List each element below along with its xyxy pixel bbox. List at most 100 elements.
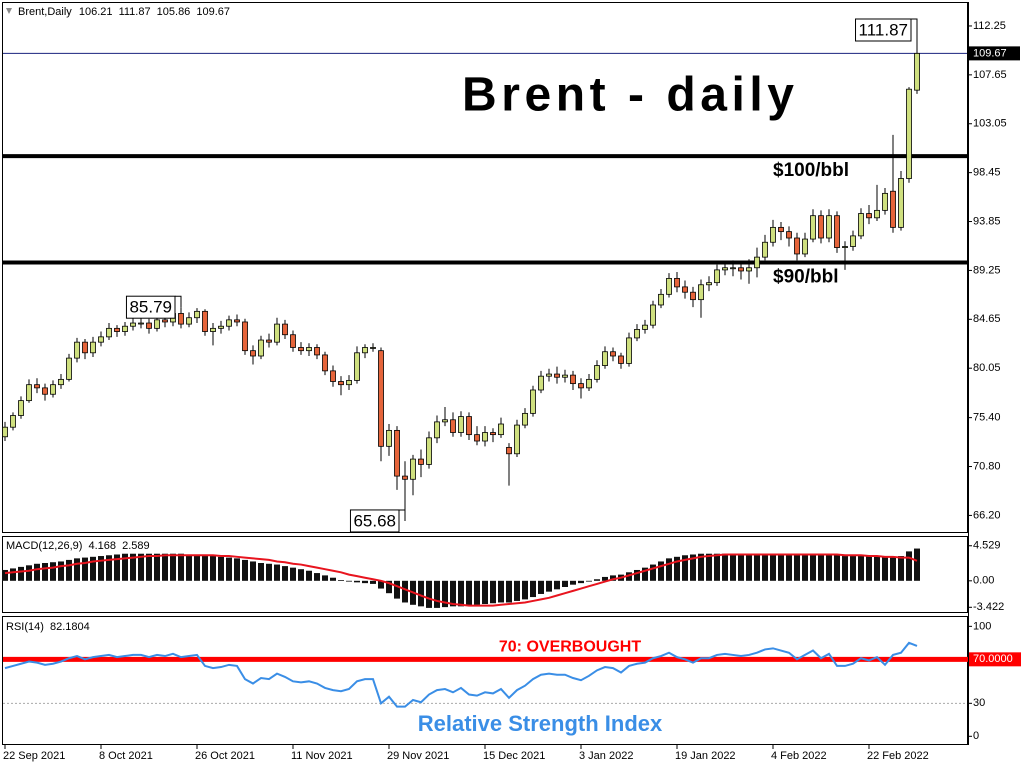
candle-body: [554, 373, 560, 378]
macd-bar: [746, 554, 752, 581]
macd-bar: [538, 580, 544, 594]
candle-body: [754, 256, 760, 269]
x-tick-label: 22 Feb 2022: [867, 750, 929, 762]
candle-body: [114, 327, 120, 332]
candle-body: [74, 341, 80, 359]
candle-body: [42, 387, 48, 395]
candle-body: [434, 421, 440, 439]
macd-bar: [18, 566, 24, 581]
macd-bar: [562, 580, 568, 587]
macd-bar: [122, 553, 128, 581]
macd-bar: [66, 559, 72, 581]
candle-body: [842, 246, 848, 248]
macd-bar: [506, 580, 512, 603]
macd-bar: [626, 572, 632, 581]
y-tick-label: 112.25: [973, 20, 1006, 32]
macd-bar: [202, 555, 208, 581]
price-label-bg: [968, 46, 1020, 61]
candle-body: [794, 237, 800, 255]
extreme-label-box: [855, 18, 912, 42]
macd-bar: [546, 580, 552, 592]
macd-bar: [898, 556, 904, 581]
candle-body: [522, 412, 528, 426]
macd-bar: [170, 553, 176, 581]
signal-value: 2.589: [122, 540, 150, 552]
macd-value: 4.168: [88, 540, 116, 552]
macd-bar: [786, 553, 792, 581]
macd-bar: [330, 577, 336, 581]
macd-bar: [226, 557, 232, 581]
macd-bar: [514, 580, 520, 601]
candle-body: [442, 419, 448, 423]
candle-body: [250, 350, 256, 357]
macd-bar: [82, 557, 88, 581]
macd-bar: [162, 553, 168, 581]
candle-body: [306, 347, 312, 352]
macd-bar: [290, 567, 296, 581]
rsi-title: RSI(14): [6, 621, 44, 633]
macd-bar: [282, 566, 288, 581]
y-tick-label: 103.05: [973, 118, 1007, 130]
rsi-value: 82.1804: [50, 621, 90, 633]
macd-bar: [354, 580, 360, 583]
candle-body: [138, 322, 144, 325]
candle-body: [50, 384, 56, 395]
y-tick-label: 70.80: [973, 460, 1001, 472]
candle-body: [298, 347, 304, 352]
candle-body: [106, 327, 112, 338]
macd-bar: [906, 551, 912, 581]
y-tick-label: 0.00: [973, 575, 994, 587]
candle-body: [218, 325, 224, 329]
macd-bar: [322, 575, 328, 581]
macd-bar: [458, 580, 464, 607]
candle-body: [538, 375, 544, 391]
candle-body: [506, 446, 512, 455]
candle-body: [82, 341, 88, 354]
macd-bar: [154, 553, 160, 581]
macd-bar: [658, 561, 664, 581]
macd-bar: [138, 553, 144, 581]
candle-body: [586, 378, 592, 389]
candle-body: [802, 238, 808, 255]
candle-body: [410, 458, 416, 480]
y-tick-highlight: [969, 652, 1021, 667]
macd-bar: [890, 556, 896, 581]
macd-bar: [474, 580, 480, 605]
candle-body: [234, 319, 240, 323]
candle-body: [122, 325, 128, 332]
x-tick-label: 19 Jan 2022: [675, 750, 736, 762]
extreme-label-box: [349, 509, 400, 533]
macd-bar: [490, 580, 496, 604]
macd-bar: [690, 554, 696, 581]
candle-body: [706, 282, 712, 286]
macd-bar: [146, 553, 152, 581]
y-tick-label: 80.05: [973, 362, 1001, 374]
macd-title: MACD(12,26,9): [6, 540, 82, 552]
macd-bar: [530, 580, 536, 598]
candle-body: [690, 291, 696, 301]
macd-bar: [370, 580, 376, 584]
macd-bar: [378, 580, 384, 589]
macd-bar: [874, 556, 880, 581]
macd-bar: [218, 556, 224, 581]
macd-bar: [10, 568, 16, 581]
extreme-connector: [175, 295, 182, 308]
candle-body: [418, 458, 424, 465]
candle-body: [866, 213, 872, 219]
macd-bar: [634, 569, 640, 581]
candle-body: [282, 323, 288, 336]
candle-body: [450, 419, 456, 433]
candle-body: [386, 429, 392, 447]
candle-body: [482, 432, 488, 442]
macd-bar: [242, 559, 248, 581]
macd-bar: [426, 580, 432, 608]
macd-bar: [130, 553, 136, 581]
macd-bar: [74, 558, 80, 581]
x-tick-label: 3 Jan 2022: [579, 750, 633, 762]
candle-body: [850, 235, 856, 247]
macd-bar: [194, 554, 200, 581]
y-tick-label: 84.65: [973, 313, 1001, 325]
y-tick-label: 70.0000: [973, 653, 1013, 665]
candle-body: [650, 304, 656, 326]
macd-bar: [522, 580, 528, 600]
